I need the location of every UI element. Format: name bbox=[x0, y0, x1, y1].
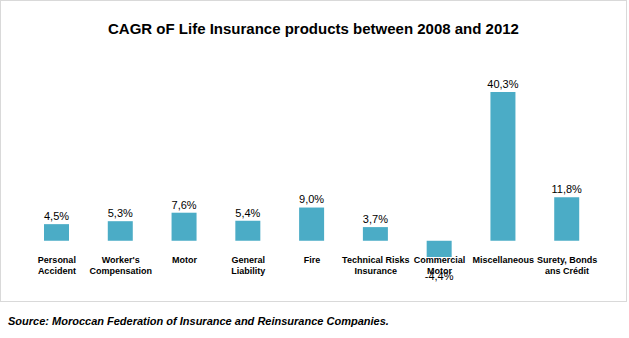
svg-text:-4,4%: -4,4% bbox=[425, 270, 454, 282]
svg-text:Surety, Bonds: Surety, Bonds bbox=[537, 255, 597, 265]
svg-text:Commercial: Commercial bbox=[414, 255, 466, 265]
svg-text:ans Crédit: ans Crédit bbox=[545, 266, 589, 276]
svg-text:11,8%: 11,8% bbox=[552, 183, 583, 195]
svg-text:Motor: Motor bbox=[172, 255, 197, 265]
svg-text:40,3%: 40,3% bbox=[487, 78, 518, 90]
svg-text:Liability: Liability bbox=[231, 266, 265, 276]
svg-text:Personal: Personal bbox=[38, 255, 76, 265]
svg-text:Compensation: Compensation bbox=[89, 266, 152, 276]
svg-text:Accident: Accident bbox=[38, 266, 76, 276]
svg-text:4,5%: 4,5% bbox=[44, 210, 69, 222]
svg-text:Worker's: Worker's bbox=[102, 255, 140, 265]
svg-text:9,0%: 9,0% bbox=[299, 193, 324, 205]
svg-text:Technical Risks: Technical Risks bbox=[342, 255, 409, 265]
svg-text:Fire: Fire bbox=[304, 255, 321, 265]
svg-text:3,7%: 3,7% bbox=[363, 213, 388, 225]
html-text:Source: Moroccan Federation of: Source: Moroccan Federation of Insurance… bbox=[8, 315, 389, 327]
svg-text:Insurance: Insurance bbox=[355, 266, 398, 276]
html-text:CAGR oF Life Insurance product: CAGR oF Life Insurance products between … bbox=[108, 20, 519, 37]
svg-text:Miscellaneous: Miscellaneous bbox=[473, 255, 535, 265]
svg-text:General: General bbox=[231, 255, 265, 265]
svg-text:5,4%: 5,4% bbox=[235, 207, 260, 219]
svg-text:5,3%: 5,3% bbox=[108, 207, 133, 219]
svg-text:7,6%: 7,6% bbox=[172, 199, 197, 211]
